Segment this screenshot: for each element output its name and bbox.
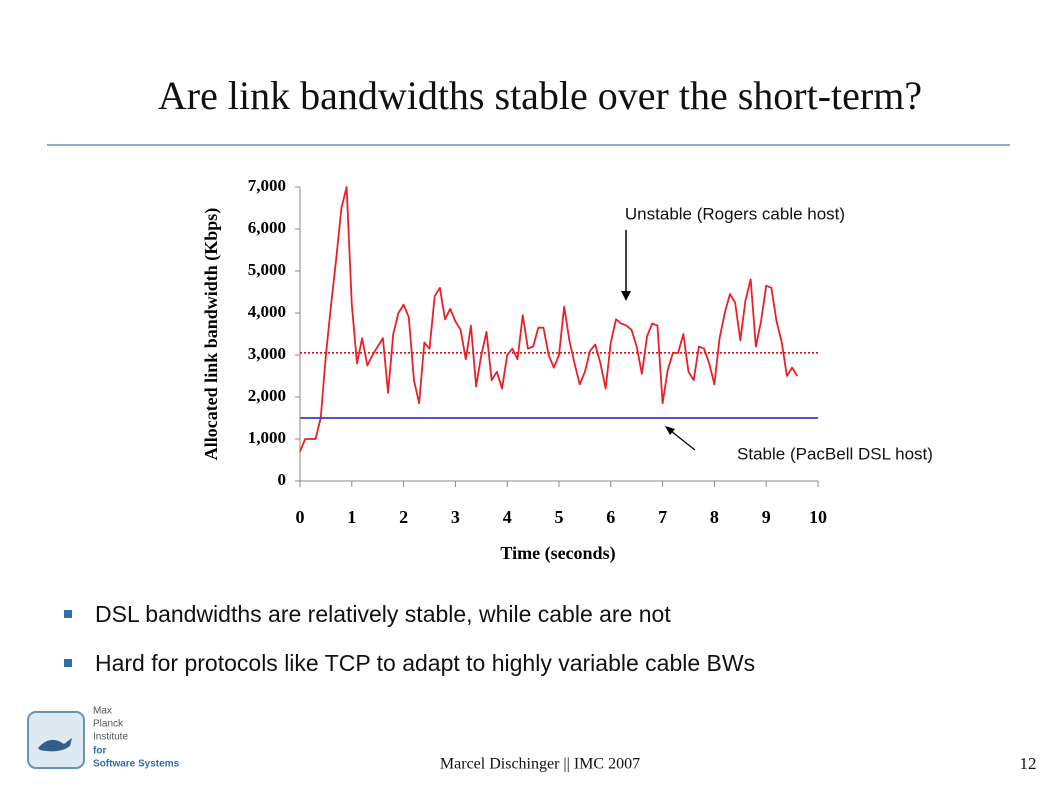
x-tick-label: 4 <box>503 507 512 527</box>
plot: 0 1,000 2,000 3,000 4,000 5,000 6,000 7,000 0 1 2 3… <box>248 176 827 527</box>
bullet-text: Hard for protocols like TCP to adapt to … <box>95 650 755 676</box>
x-tick-label: 0 <box>296 507 305 527</box>
x-tick-label: 8 <box>710 507 719 527</box>
x-tick-label: 10 <box>809 507 827 527</box>
arrow-head <box>621 291 631 301</box>
annotation-arrow <box>670 430 696 451</box>
annotation: Unstable (Rogers cable host) <box>625 204 845 223</box>
logo-text: Planck <box>93 719 124 730</box>
logo-text: Institute <box>93 732 128 743</box>
bullet-marker <box>64 659 72 667</box>
logo-icon <box>27 711 85 769</box>
bullet-text: DSL bandwidths are relatively stable, wh… <box>95 601 671 627</box>
arrow-head <box>665 426 675 435</box>
x-axis-label: Time (seconds) <box>500 543 615 564</box>
data-line <box>299 186 799 452</box>
bullet-marker <box>64 610 72 618</box>
footer: Marcel Dischinger || IMC 2007 <box>440 756 640 773</box>
y-tick-label: 6,000 <box>248 218 286 237</box>
x-tick-label: 5 <box>555 507 564 527</box>
page-number: 12 <box>1020 754 1037 773</box>
y-tick-label: 1,000 <box>248 428 286 447</box>
y-tick-label: 0 <box>278 470 287 489</box>
slide-title: Are link bandwidths stable over the shor… <box>158 73 922 118</box>
logo-text: for <box>93 746 106 757</box>
y-tick-label: 4,000 <box>248 302 286 321</box>
logo-text: Max <box>93 706 112 717</box>
x-tick-label: 6 <box>606 507 615 527</box>
annotation: Stable (PacBell DSL host) <box>737 444 933 463</box>
logo: Max Planck Institute for Software System… <box>27 706 180 770</box>
x-tick-label: 1 <box>347 507 356 527</box>
x-tick-label: 7 <box>658 507 667 527</box>
y-tick-label: 7,000 <box>248 176 286 195</box>
y-axis-label: Allocated link bandwidth (Kbps) <box>201 208 222 461</box>
x-tick-label: 9 <box>762 507 771 527</box>
x-tick-label: 3 <box>451 507 460 527</box>
logo-text: Software Systems <box>93 759 180 770</box>
y-tick-label: 3,000 <box>248 344 286 363</box>
logo-lamp <box>38 738 72 752</box>
y-tick-label: 2,000 <box>248 386 286 405</box>
x-tick-label: 2 <box>399 507 408 527</box>
y-tick-label: 5,000 <box>248 260 286 279</box>
